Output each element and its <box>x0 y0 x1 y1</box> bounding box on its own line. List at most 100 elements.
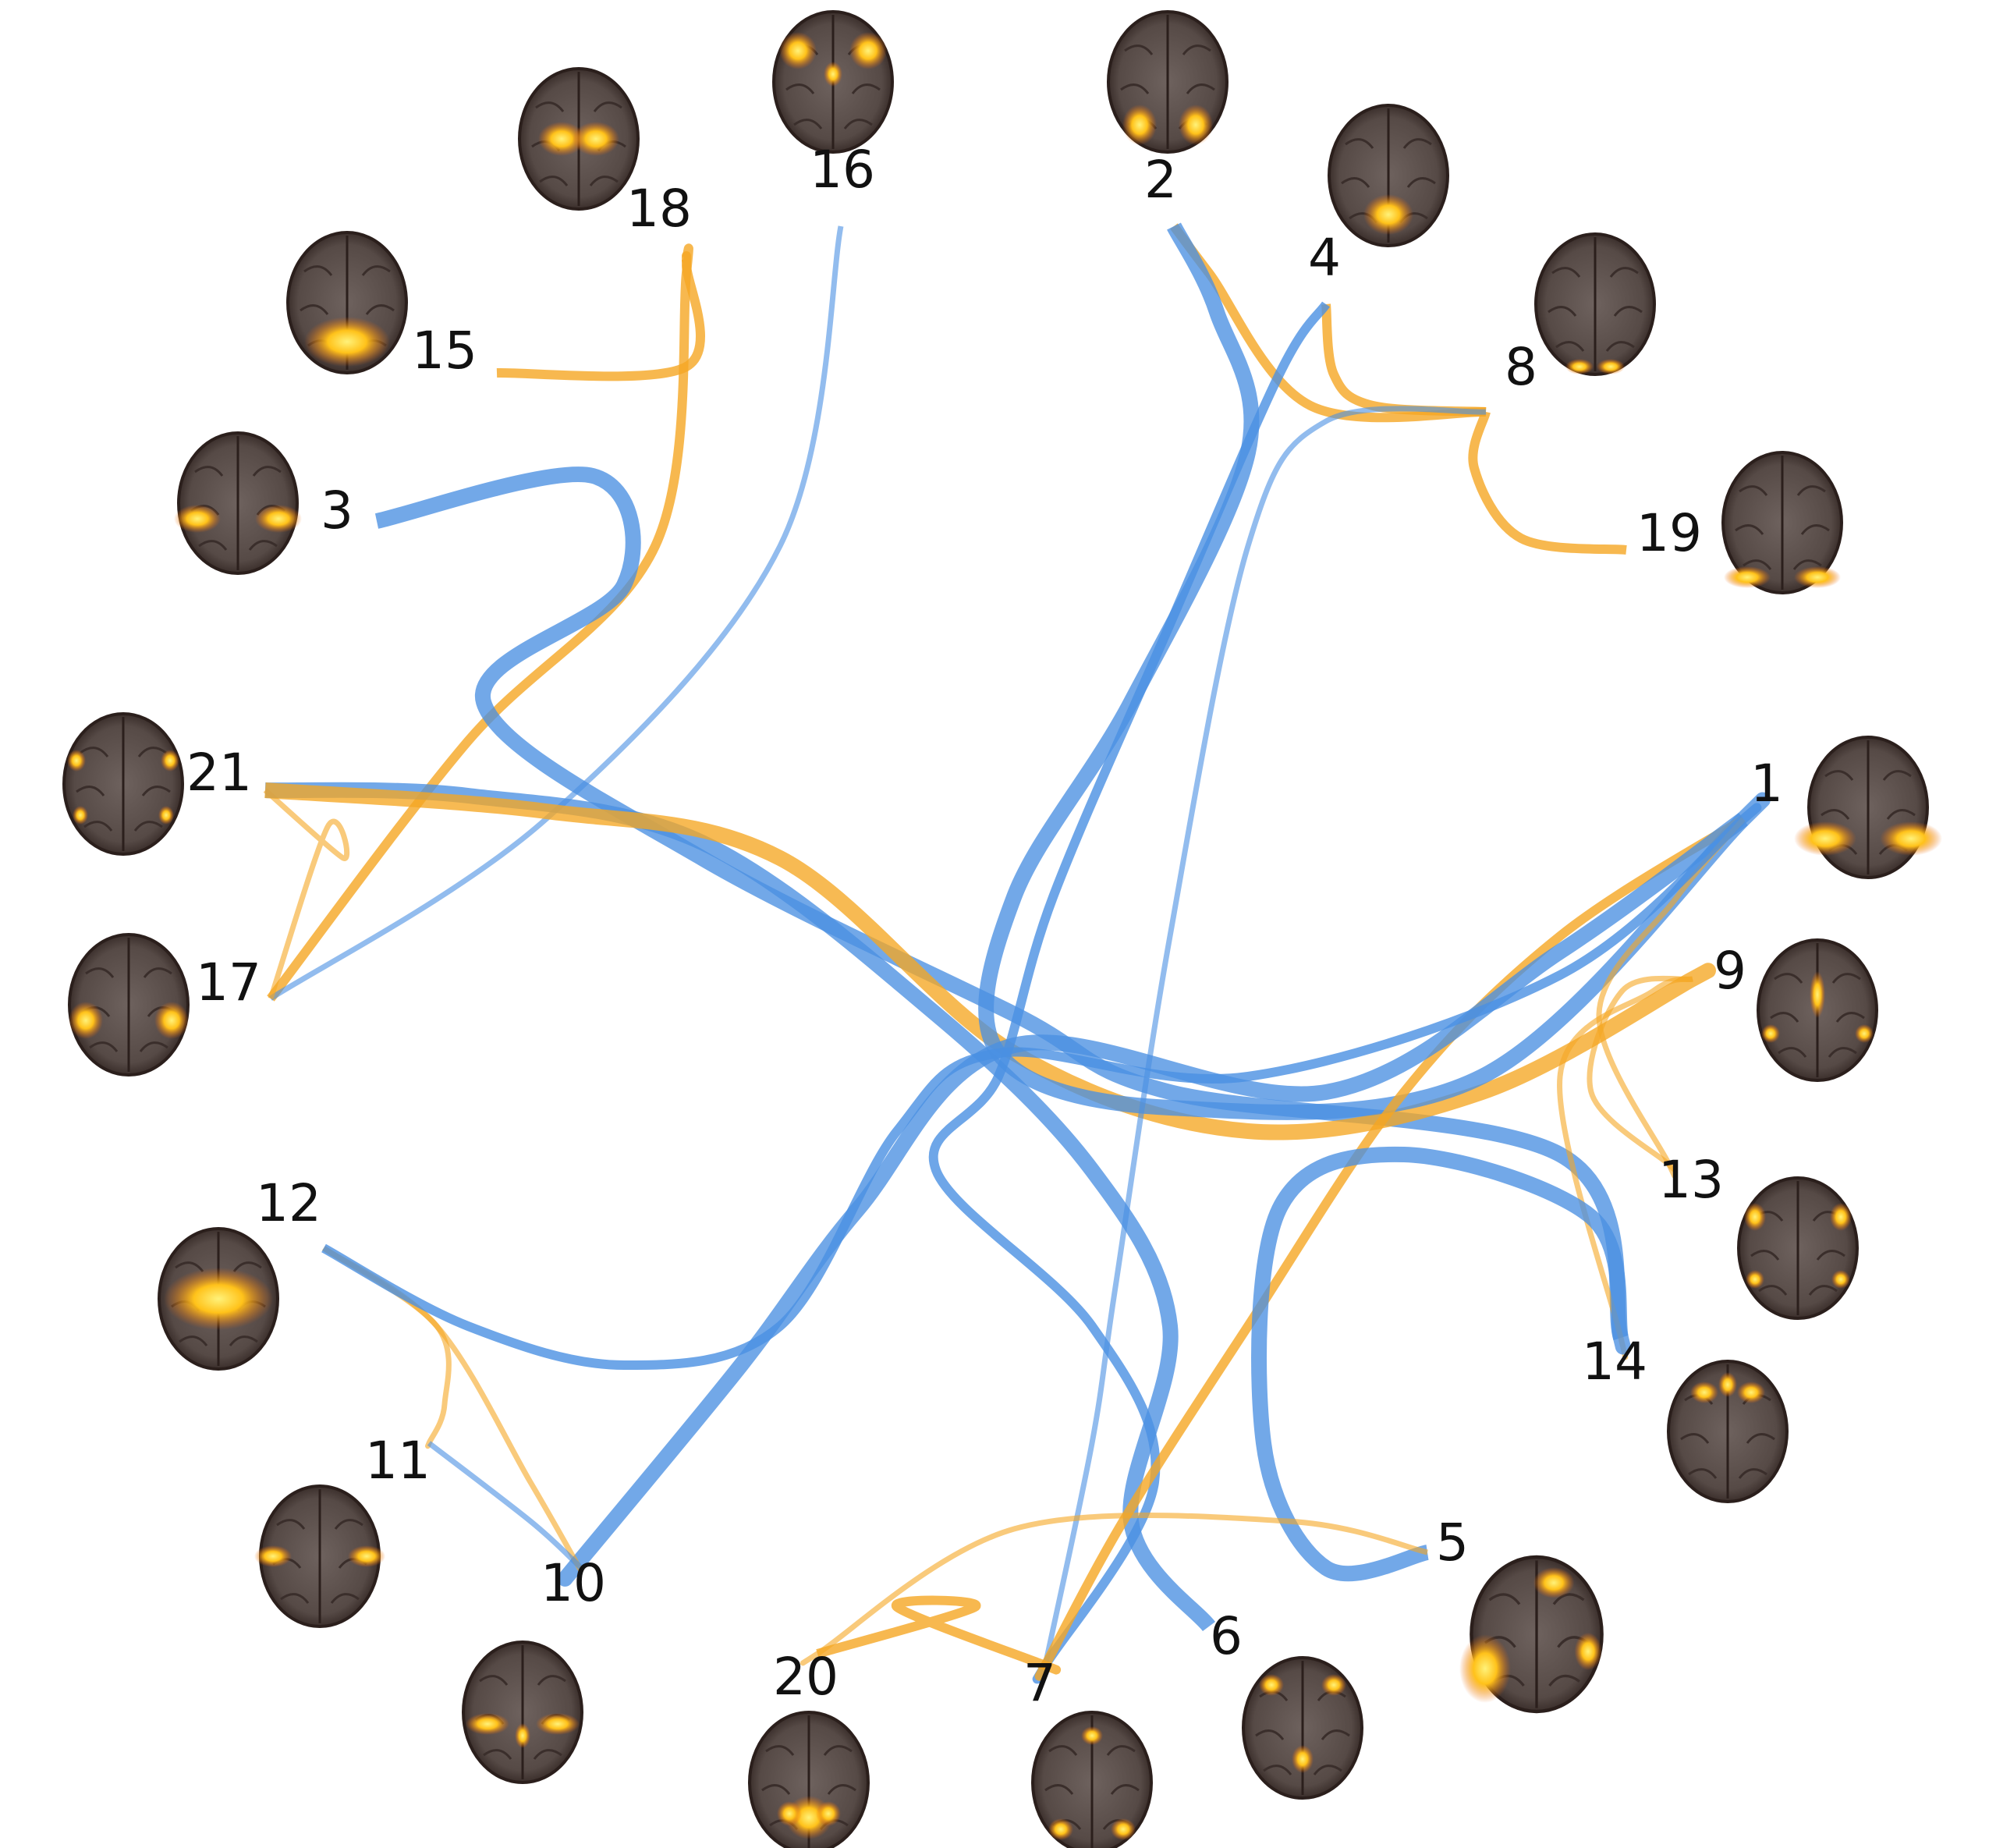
activation-blob <box>1880 821 1942 856</box>
node-label-20: 20 <box>773 1647 838 1707</box>
node-label-1: 1 <box>1750 754 1783 814</box>
brain-map-15 <box>286 231 408 374</box>
activation-blob <box>1746 1270 1764 1289</box>
activation-blob <box>1048 1818 1073 1840</box>
node-label-18: 18 <box>626 179 692 239</box>
node-label-10: 10 <box>541 1553 606 1613</box>
edge-12-1-negative <box>321 803 1762 1371</box>
node-label-8: 8 <box>1505 337 1537 397</box>
node-label-12: 12 <box>256 1173 321 1233</box>
activation-blob <box>1737 1382 1765 1403</box>
edge-9-13-positive <box>1587 975 1693 1173</box>
activation-blob <box>1690 1382 1718 1403</box>
activation-blob <box>1111 1818 1136 1840</box>
activation-blob <box>1179 105 1213 145</box>
brain-map-21 <box>62 712 184 856</box>
node-label-2: 2 <box>1144 150 1177 210</box>
brain-map-1 <box>1794 736 1942 879</box>
activation-blob <box>73 806 88 825</box>
gyri-pattern <box>76 747 171 832</box>
node-label-4: 4 <box>1308 228 1341 288</box>
edge-4-7-negative <box>928 301 1330 1684</box>
activation-blob <box>1855 1024 1874 1043</box>
activation-blob <box>1724 566 1771 588</box>
activation-blob <box>161 750 179 771</box>
brain-map-19 <box>1721 451 1843 594</box>
gyri-pattern <box>1735 485 1830 570</box>
gyri-pattern <box>1548 267 1643 352</box>
brain-map-6 <box>1242 1656 1363 1800</box>
activation-blob <box>777 1801 802 1826</box>
gyri-pattern <box>1341 138 1436 223</box>
brain-map-16 <box>772 10 894 154</box>
activation-blob <box>254 1545 292 1567</box>
activation-blob <box>538 122 585 156</box>
brain-map-4 <box>1328 104 1449 247</box>
node-label-5: 5 <box>1436 1513 1469 1573</box>
node-label-21: 21 <box>186 743 252 803</box>
node-label-16: 16 <box>810 140 875 200</box>
activation-blob <box>348 1545 385 1567</box>
activation-blob <box>1718 1372 1737 1397</box>
activation-blob <box>174 505 221 533</box>
gyri-pattern <box>1120 44 1215 129</box>
node-label-7: 7 <box>1023 1653 1056 1713</box>
activation-blob <box>1744 1203 1766 1231</box>
node-label-13: 13 <box>1658 1150 1724 1210</box>
node-label-17: 17 <box>196 952 261 1013</box>
activation-blob <box>158 806 174 825</box>
activation-blob <box>573 122 619 156</box>
edge-11-10-negative <box>427 1441 583 1570</box>
activation-blob <box>304 317 390 367</box>
brain-map-8 <box>1534 232 1656 376</box>
node-label-6: 6 <box>1210 1606 1243 1666</box>
gyri-pattern <box>1821 770 1916 855</box>
gyri-pattern <box>761 1745 856 1830</box>
activation-blob <box>1794 566 1841 588</box>
brain-map-layer <box>62 10 1942 1848</box>
activation-blob <box>69 1002 103 1039</box>
gyri-pattern <box>1750 1211 1845 1296</box>
activation-blob <box>1830 1203 1852 1231</box>
edge-4-8-positive <box>1321 303 1487 417</box>
brain-map-10 <box>462 1640 583 1784</box>
activation-blob <box>1081 1726 1103 1745</box>
brain-map-5 <box>1459 1555 1604 1714</box>
node-label-11: 11 <box>365 1431 431 1491</box>
edge-20-7-positive <box>816 1595 1062 1675</box>
activation-blob <box>1597 359 1625 374</box>
brain-map-13 <box>1737 1176 1859 1320</box>
node-label-15: 15 <box>412 321 477 381</box>
activation-blob <box>1794 821 1856 856</box>
edge-21-17-positive <box>263 788 350 1000</box>
activation-blob <box>1565 359 1594 374</box>
edge-3-14-negative <box>374 466 1629 1341</box>
activation-blob <box>1574 1632 1602 1671</box>
brain-map-14 <box>1667 1360 1789 1503</box>
gyri-pattern <box>300 265 395 350</box>
activation-blob <box>1321 1674 1346 1696</box>
brain-map-3 <box>174 431 302 575</box>
activation-blob <box>1122 105 1157 145</box>
node-label-9: 9 <box>1714 941 1746 1001</box>
activation-blob <box>1459 1634 1511 1703</box>
brain-map-20 <box>748 1711 870 1848</box>
activation-blob <box>1292 1745 1314 1773</box>
brain-map-11 <box>254 1484 385 1628</box>
brain-map-9 <box>1757 938 1878 1082</box>
activation-blob <box>824 62 842 87</box>
edge-16-17-negative <box>269 225 844 1001</box>
brain-map-12 <box>158 1227 279 1371</box>
node-label-19: 19 <box>1636 503 1702 563</box>
activation-blob <box>1259 1674 1284 1696</box>
activation-blob <box>1533 1567 1575 1598</box>
brain-map-2 <box>1107 10 1228 154</box>
brain-map-7 <box>1031 1711 1153 1848</box>
gyri-pattern <box>1484 1593 1589 1687</box>
activation-blob <box>536 1713 580 1735</box>
activation-blob <box>255 505 302 533</box>
activation-blob <box>67 750 86 771</box>
activation-blob <box>779 32 817 69</box>
activation-blob <box>849 32 887 69</box>
